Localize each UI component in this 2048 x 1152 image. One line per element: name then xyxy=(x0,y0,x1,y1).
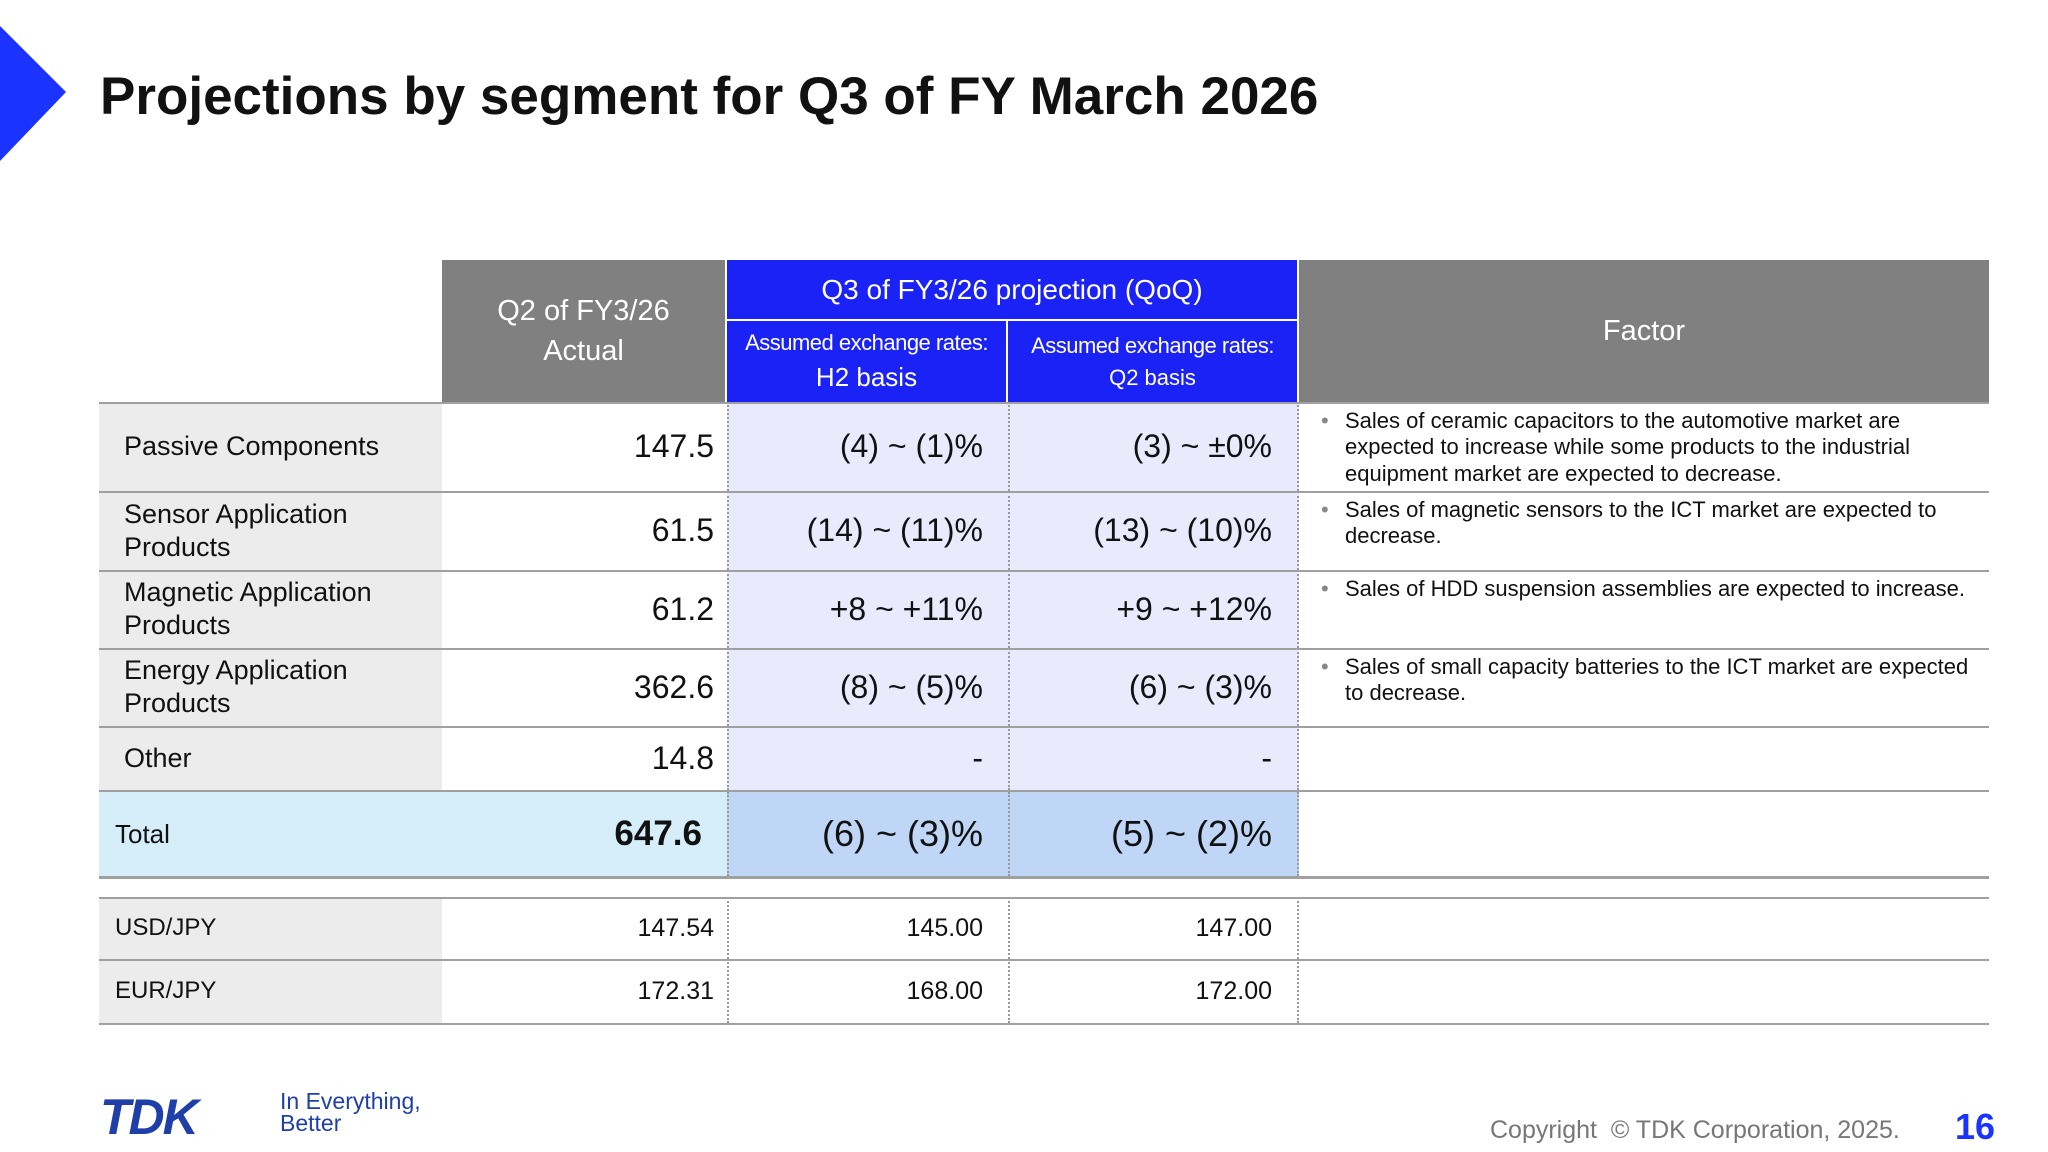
rule xyxy=(99,897,1989,899)
projection-value: - xyxy=(1008,726,1299,790)
fx-value: 172.31 xyxy=(637,976,714,1005)
projection-value: - xyxy=(727,726,1008,790)
row-label: Other xyxy=(99,726,442,790)
projection-value: (8) ~ (5)% xyxy=(727,648,1008,726)
factor-text: Sales of ceramic capacitors to the autom… xyxy=(1315,408,1969,487)
row-label: Sensor Application Products xyxy=(99,491,442,570)
rule xyxy=(99,1023,1989,1025)
row-label: Magnetic Application Products xyxy=(99,570,442,648)
fx-value: 145.00 xyxy=(727,897,1008,959)
total-projection: (6) ~ (3)% xyxy=(727,792,1008,876)
fx-value: 147.00 xyxy=(1008,897,1299,959)
chevron xyxy=(0,26,66,161)
total-projection: (5) ~ (2)% xyxy=(1008,792,1299,876)
rule xyxy=(99,790,1989,792)
copyright: Copyright © TDK Corporation, 2025. xyxy=(1490,1116,1900,1144)
header-text: Q2 of FY3/26 Actual xyxy=(497,295,670,367)
factor-cell: Sales of HDD suspension assemblies are e… xyxy=(1299,570,1989,648)
rule xyxy=(99,491,1989,493)
factor-cell: Sales of small capacity batteries to the… xyxy=(1299,648,1989,726)
header-sub: Assumed exchange rates: xyxy=(745,330,988,355)
rule xyxy=(99,726,1989,728)
fx-value: 172.00 xyxy=(1008,959,1299,1023)
total-value: 647.6 xyxy=(614,814,702,853)
total-label: Total xyxy=(115,818,170,849)
projection-value: +9 ~ +12% xyxy=(1008,570,1299,648)
actual-value: 147.5 xyxy=(633,428,714,464)
page-number: 16 xyxy=(1955,1106,1996,1147)
rule xyxy=(99,876,1989,879)
fx-value: 168.00 xyxy=(727,959,1008,1023)
factor-cell: Sales of ceramic capacitors to the autom… xyxy=(1299,402,1989,491)
header-cell: Factor xyxy=(1299,260,1989,402)
header-cell: Q2 of FY3/26 Actual xyxy=(442,260,725,402)
header-sub: Assumed exchange rates: xyxy=(1031,332,1274,358)
header-cell: Q3 of FY3/26 projection (QoQ) xyxy=(727,260,1297,319)
projection-value: (13) ~ (10)% xyxy=(1008,491,1299,570)
title: Projections by segment for Q3 of FY Marc… xyxy=(100,67,1319,126)
row-label: Energy Application Products xyxy=(99,648,442,726)
tagline-line: In Everything, xyxy=(280,1088,421,1114)
actual-value: 362.6 xyxy=(633,668,714,705)
rule xyxy=(99,648,1989,650)
logo: TDK xyxy=(100,1089,199,1145)
tagline-line: Better xyxy=(280,1110,342,1136)
projection-value: +8 ~ +11% xyxy=(727,570,1008,648)
rule xyxy=(99,959,1989,961)
projection-value: (6) ~ (3)% xyxy=(1008,648,1299,726)
projection-value: (14) ~ (11)% xyxy=(727,491,1008,570)
actual-value: 61.5 xyxy=(651,512,714,548)
factor-cell: Sales of magnetic sensors to the ICT mar… xyxy=(1299,491,1989,570)
header-cell: Assumed exchange rates: Q2 basis xyxy=(1008,321,1297,402)
header-sub: Q2 basis xyxy=(1109,364,1196,390)
header-cell: Assumed exchange rates: H2 basis xyxy=(727,321,1006,402)
total-bg xyxy=(99,792,727,876)
factor-text: Sales of small capacity batteries to the… xyxy=(1315,654,1969,707)
actual-value: 61.2 xyxy=(651,590,714,627)
fx-label: EUR/JPY xyxy=(99,959,442,1023)
rule xyxy=(99,402,1989,404)
factor-text: Sales of HDD suspension assemblies are e… xyxy=(1315,576,1965,603)
fx-label: USD/JPY xyxy=(99,897,442,959)
rule xyxy=(99,570,1989,572)
projection-value: (4) ~ (1)% xyxy=(727,402,1008,491)
header-sub: H2 basis xyxy=(815,362,918,392)
actual-value: 14.8 xyxy=(651,739,714,776)
tagline: In Everything, Better xyxy=(280,1088,421,1136)
fx-value: 147.54 xyxy=(637,913,714,942)
projection-value: (3) ~ ±0% xyxy=(1008,402,1299,491)
factor-text: Sales of magnetic sensors to the ICT mar… xyxy=(1315,497,1969,550)
row-label: Passive Components xyxy=(99,402,442,491)
